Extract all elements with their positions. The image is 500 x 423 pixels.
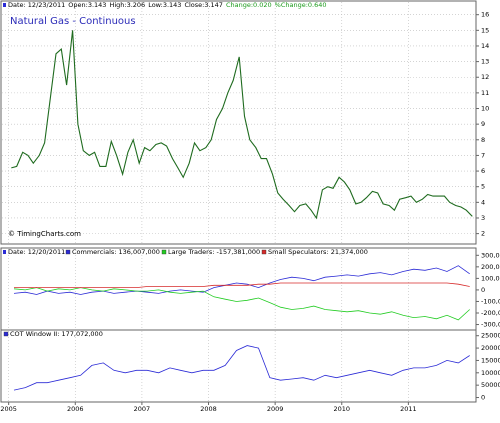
legend-label: COT Window II: 177,072,000 [10, 330, 103, 338]
header-marker [3, 3, 6, 7]
y-tick-label: 5 [481, 183, 485, 191]
y-tick-label: 200,000 [481, 263, 500, 271]
series-line [13, 287, 470, 321]
legend-label: Commercials: 136,007,000 [72, 248, 160, 256]
series-line [13, 265, 470, 295]
x-tick-label: 2005 [0, 405, 17, 413]
series-line [11, 30, 473, 220]
y-tick-label: 3 [481, 214, 485, 222]
y-tick-label: 100000 [481, 369, 500, 377]
panel-frame [0, 329, 477, 403]
series-line [13, 345, 470, 391]
header-item: Low:3.143 [148, 1, 181, 9]
header-item: Date: 12/23/2011 [8, 1, 65, 9]
y-tick-label: 200000 [481, 344, 500, 352]
legend-swatch [65, 249, 71, 255]
legend-label: Small Speculators: 21,374,000 [268, 248, 368, 256]
header-item: %Change:0.640 [275, 1, 327, 9]
y-tick-label: 2 [481, 230, 485, 238]
y-tick-label: 0 [481, 286, 485, 294]
y-tick-label: 15 [481, 26, 489, 34]
header-item: High:3.206 [109, 1, 145, 9]
x-tick-label: 2009 [267, 405, 284, 413]
panel-frame [0, 0, 477, 245]
header-item: Close:3.147 [184, 1, 223, 9]
header: Date: 12/20/2011 [8, 248, 65, 256]
y-tick-label: 11 [481, 89, 489, 97]
x-tick-label: 2011 [400, 405, 417, 413]
y-tick-label: -200,000 [481, 309, 500, 317]
y-tick-label: 50000 [481, 381, 500, 389]
y-tick-label: 300,000 [481, 251, 500, 259]
x-tick-label: 2010 [333, 405, 350, 413]
y-tick-label: 8 [481, 136, 485, 144]
chart-title: Natural Gas - Continuous [10, 16, 136, 27]
y-tick-label: 9 [481, 120, 485, 128]
y-tick-label: 14 [481, 42, 489, 50]
y-tick-label: 13 [481, 58, 489, 66]
y-tick-label: 100,000 [481, 274, 500, 282]
x-tick-label: 2007 [134, 405, 151, 413]
y-tick-label: -100,000 [481, 297, 500, 305]
y-tick-label: 6 [481, 167, 485, 175]
x-tick-label: 2006 [67, 405, 84, 413]
y-tick-label: 7 [481, 151, 485, 159]
legend-swatch [3, 331, 9, 337]
header-marker [3, 250, 6, 254]
y-tick-label: 4 [481, 198, 485, 206]
y-tick-label: 0 [481, 394, 485, 402]
header-item: Date: 12/20/2011 [8, 248, 65, 256]
legend-swatch [161, 249, 167, 255]
y-tick-label: 150000 [481, 356, 500, 364]
legend-label: Large Traders: -157,381,000 [168, 248, 260, 256]
header-item: Change:0.020 [226, 1, 272, 9]
x-tick-label: 2008 [200, 405, 217, 413]
y-tick-label: 12 [481, 73, 489, 81]
y-tick-label: 10 [481, 105, 489, 113]
y-tick-label: 250000 [481, 332, 500, 340]
series-line [14, 282, 470, 288]
header: Date: 12/23/2011 Open:3.143 High:3.206 Low:… [8, 1, 327, 9]
annotation: © TimingCharts.com [8, 230, 81, 238]
y-tick-label: 16 [481, 11, 489, 19]
legend-swatch [261, 249, 267, 255]
header-item: Open:3.143 [68, 1, 106, 9]
y-tick-label: -300,000 [481, 321, 500, 329]
